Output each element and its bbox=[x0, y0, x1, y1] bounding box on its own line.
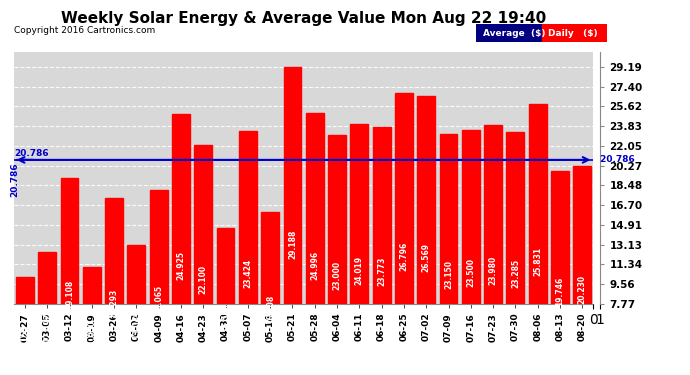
Bar bbox=[195, 146, 213, 375]
Text: 23.773: 23.773 bbox=[377, 257, 386, 286]
Text: 26.796: 26.796 bbox=[400, 242, 408, 271]
Bar bbox=[506, 132, 524, 375]
Text: Daily   ($): Daily ($) bbox=[548, 29, 598, 38]
Text: 23.500: 23.500 bbox=[466, 258, 475, 287]
Text: 20.786: 20.786 bbox=[10, 163, 19, 197]
Text: 23.285: 23.285 bbox=[511, 259, 520, 288]
Text: 11.050: 11.050 bbox=[88, 320, 97, 349]
Bar bbox=[239, 131, 257, 375]
Bar bbox=[542, 24, 607, 42]
Text: 14.590: 14.590 bbox=[221, 303, 230, 332]
Text: 24.019: 24.019 bbox=[355, 256, 364, 285]
Bar bbox=[529, 104, 546, 375]
Bar bbox=[150, 190, 168, 375]
Bar bbox=[351, 124, 368, 375]
Text: 13.049: 13.049 bbox=[132, 310, 141, 339]
Text: 24.925: 24.925 bbox=[177, 251, 186, 280]
Text: 23.424: 23.424 bbox=[244, 258, 253, 288]
Text: 20.786: 20.786 bbox=[597, 155, 635, 164]
Bar bbox=[217, 228, 235, 375]
Text: 23.150: 23.150 bbox=[444, 260, 453, 289]
Bar bbox=[573, 166, 591, 375]
Bar bbox=[61, 178, 79, 375]
Bar bbox=[328, 135, 346, 375]
Bar bbox=[16, 278, 34, 375]
Bar bbox=[39, 252, 56, 375]
Bar bbox=[440, 134, 457, 375]
Bar bbox=[172, 114, 190, 375]
Bar bbox=[83, 267, 101, 375]
Bar bbox=[551, 171, 569, 375]
Text: Copyright 2016 Cartronics.com: Copyright 2016 Cartronics.com bbox=[14, 26, 155, 35]
Text: 25.831: 25.831 bbox=[533, 247, 542, 276]
Bar bbox=[462, 130, 480, 375]
Bar bbox=[262, 211, 279, 375]
Text: Weekly Solar Energy & Average Value Mon Aug 22 19:40: Weekly Solar Energy & Average Value Mon … bbox=[61, 11, 546, 26]
Text: 19.746: 19.746 bbox=[555, 277, 564, 306]
Text: 20.786: 20.786 bbox=[14, 149, 48, 158]
Text: 17.293: 17.293 bbox=[110, 289, 119, 318]
Text: 18.065: 18.065 bbox=[154, 285, 164, 314]
Bar bbox=[284, 67, 302, 375]
Text: 12.492: 12.492 bbox=[43, 313, 52, 342]
Text: 19.108: 19.108 bbox=[65, 280, 74, 309]
Text: 23.000: 23.000 bbox=[333, 261, 342, 290]
Text: 24.996: 24.996 bbox=[310, 251, 319, 280]
Bar bbox=[417, 96, 435, 375]
Text: 20.230: 20.230 bbox=[578, 274, 586, 304]
Text: Average  ($): Average ($) bbox=[483, 29, 545, 38]
Bar bbox=[476, 24, 542, 42]
Bar bbox=[373, 127, 391, 375]
Text: 22.100: 22.100 bbox=[199, 265, 208, 294]
Text: 10.154: 10.154 bbox=[21, 325, 30, 354]
Bar bbox=[128, 245, 146, 375]
Bar bbox=[395, 93, 413, 375]
Bar bbox=[105, 198, 123, 375]
Text: 29.188: 29.188 bbox=[288, 230, 297, 259]
Bar bbox=[484, 124, 502, 375]
Bar bbox=[306, 113, 324, 375]
Text: 16.108: 16.108 bbox=[266, 295, 275, 324]
Text: 23.980: 23.980 bbox=[489, 256, 497, 285]
Text: 26.569: 26.569 bbox=[422, 243, 431, 272]
